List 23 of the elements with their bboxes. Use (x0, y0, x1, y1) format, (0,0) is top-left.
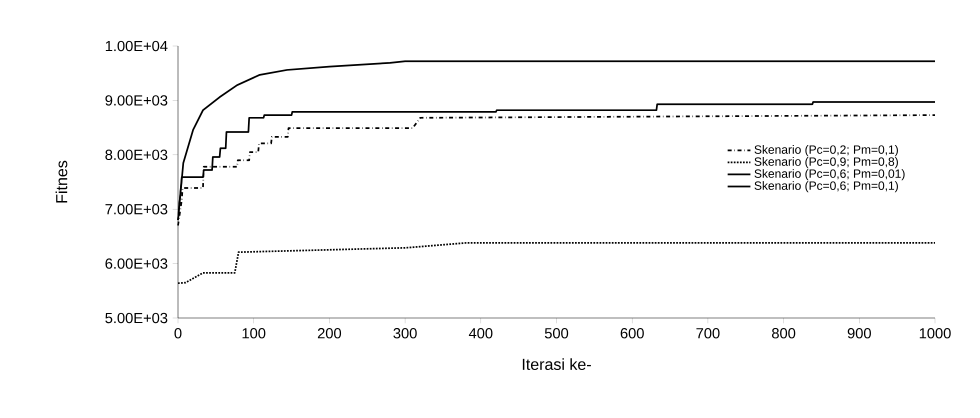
y-tick-label: 1.00E+04 (106, 40, 168, 52)
y-tick-label: 5.00E+03 (105, 312, 168, 324)
y-tick-label: 9.00E+03 (105, 95, 168, 106)
x-tick-label: 200 (318, 328, 342, 338)
y-tick-label: 6.00E+03 (106, 258, 168, 269)
x-tick-label: 700 (696, 328, 720, 338)
x-axis-title: Iterasi ke- (522, 358, 591, 370)
x-tick-label: 100 (242, 328, 266, 338)
x-tick-label: 1000 (920, 328, 951, 338)
x-tick-label: 900 (848, 328, 871, 338)
legend-label: Skenario (Pc=0,2; Pm=0,1) (754, 145, 898, 156)
y-tick-label: 8.00E+03 (105, 150, 168, 160)
legend-label: Skenario (Pc=0,9; Pm=0,8) (754, 157, 898, 168)
x-tick-label: 400 (468, 328, 492, 338)
x-tick-label: 600 (620, 328, 644, 338)
x-tick-label: 800 (772, 328, 796, 338)
y-axis-title: Fitnes (56, 160, 68, 202)
x-tick-label: 500 (544, 328, 568, 338)
legend-label: Skenario (Pc=0,6; Pm=0,1) (754, 181, 898, 192)
x-tick-label: 0 (174, 328, 182, 338)
y-tick-label: 7.00E+03 (106, 204, 168, 214)
legend-label: Skenario (Pc=0,6; Pm=0,01) (754, 169, 905, 180)
x-tick-label: 300 (393, 328, 417, 338)
